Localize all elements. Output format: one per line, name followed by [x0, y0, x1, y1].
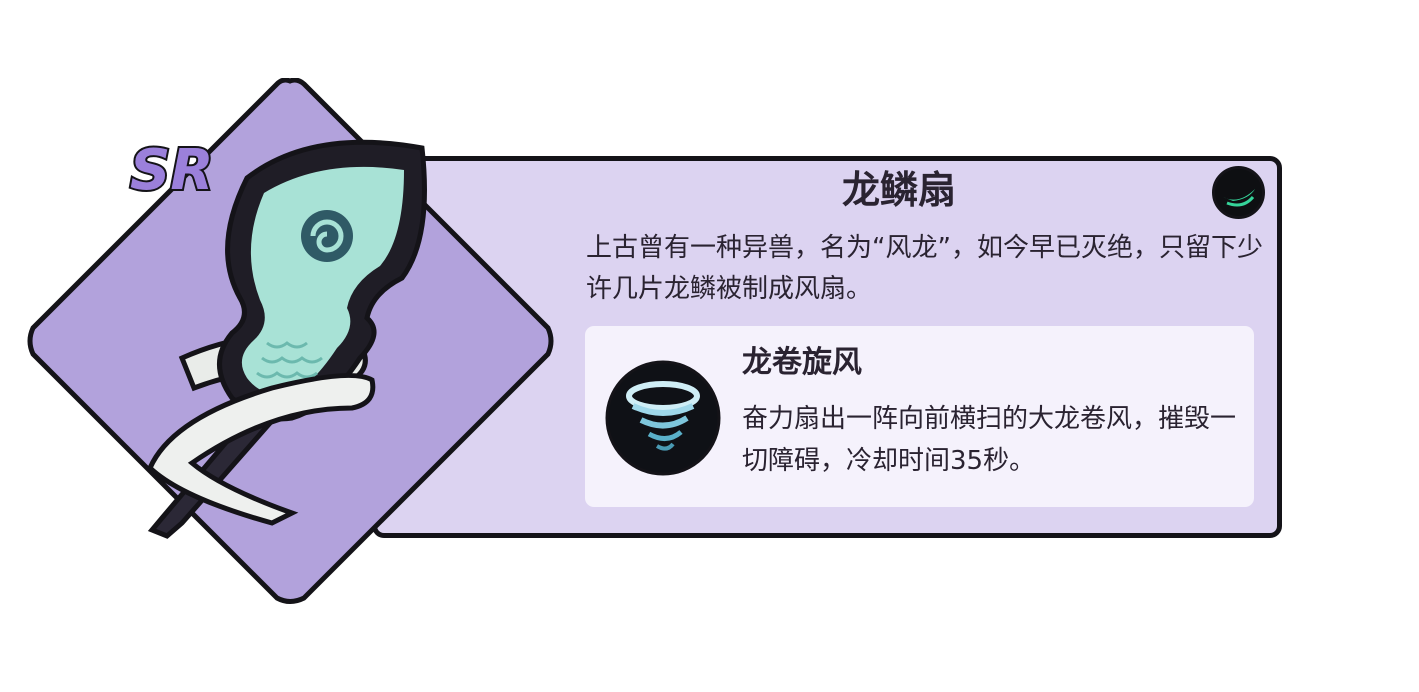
skill-name: 龙卷旋风 [742, 345, 862, 380]
item-name: 龙鳞扇 [842, 167, 957, 212]
item-description: 上古曾有一种异兽，名为“风龙”，如今早已灭绝，只留下少许几片龙鳞被制成风扇。 [586, 233, 1263, 304]
tornado-icon [605, 360, 721, 476]
rarity-badge: SR [128, 136, 215, 199]
rarity-label: SR [130, 138, 213, 199]
wind-element-icon [1212, 166, 1265, 219]
skill-description: 奋力扇出一阵向前横扫的大龙卷风，摧毁一切障碍，冷却时间35秒。 [742, 404, 1237, 476]
dragon-scale-fan-image [146, 139, 427, 539]
